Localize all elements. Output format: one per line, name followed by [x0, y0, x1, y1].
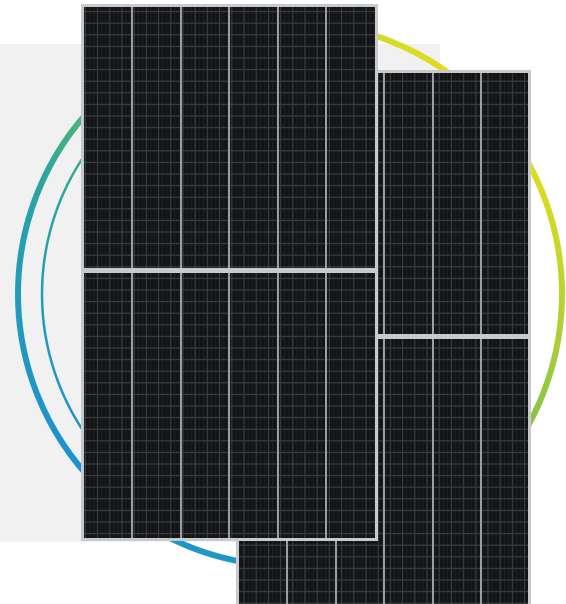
inner-arc	[40, 44, 540, 544]
front-panel	[81, 4, 378, 541]
